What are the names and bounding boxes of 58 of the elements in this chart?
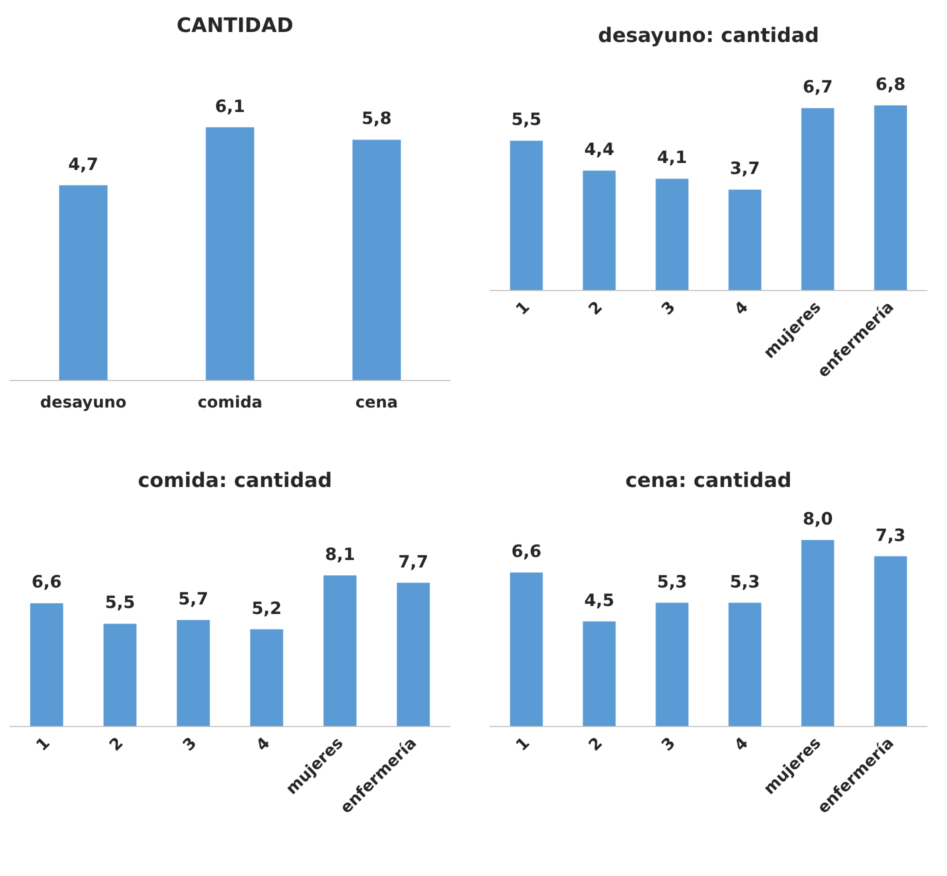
data-label: 5,7 <box>178 589 208 610</box>
x-tick-label: 3 <box>658 733 679 755</box>
data-label: 6,6 <box>32 572 62 593</box>
data-label: 6,6 <box>511 542 542 562</box>
data-label: 4,7 <box>68 154 98 175</box>
bar <box>104 624 136 726</box>
chart-title: comida: cantidad <box>138 468 332 492</box>
bar <box>176 620 210 726</box>
x-tick-label: 4 <box>252 733 274 755</box>
bar <box>656 178 688 290</box>
data-label: 5,5 <box>104 593 136 614</box>
bar <box>728 602 762 726</box>
bar <box>510 140 543 290</box>
data-label: 5,8 <box>362 109 392 130</box>
x-tick-label: 2 <box>584 297 606 319</box>
data-label: 6,7 <box>802 78 833 98</box>
bar <box>324 575 356 726</box>
chart-title: desayuno: cantidad <box>598 23 820 47</box>
bar <box>801 108 834 290</box>
bar <box>728 190 762 290</box>
bar <box>874 105 907 290</box>
x-tick-label: 1 <box>32 733 54 755</box>
data-label: 5,3 <box>657 572 688 592</box>
data-label: 8,0 <box>802 510 833 530</box>
data-label: 3,7 <box>730 159 760 180</box>
data-label: 5,2 <box>252 598 282 619</box>
bar <box>396 582 430 726</box>
data-label: 4,5 <box>584 590 614 611</box>
bar <box>30 603 64 726</box>
bar <box>801 540 834 726</box>
bar <box>510 572 543 726</box>
bar <box>582 170 616 290</box>
x-tick-label: 3 <box>658 297 679 319</box>
data-label: 6,8 <box>876 74 906 95</box>
data-label: 7,3 <box>876 526 906 546</box>
data-label: 7,7 <box>398 552 428 572</box>
x-tick-label: 2 <box>105 733 127 755</box>
data-label: 5,3 <box>730 572 760 592</box>
x-tick-label: 1 <box>512 297 534 319</box>
bar <box>656 602 688 726</box>
data-label: 8,1 <box>324 544 356 565</box>
x-tick-label: desayuno <box>40 392 127 412</box>
bar <box>582 621 616 726</box>
x-tick-label: comida <box>198 392 262 412</box>
x-tick-label: 2 <box>584 733 606 755</box>
chart-title: cena: cantidad <box>625 468 792 492</box>
x-tick-label: 3 <box>178 733 200 755</box>
x-tick-label: 1 <box>512 733 534 755</box>
data-label: 6,1 <box>214 96 246 117</box>
bar <box>874 556 907 726</box>
data-label: 4,1 <box>657 148 688 168</box>
data-label: 4,4 <box>584 140 614 160</box>
x-tick-label: 4 <box>730 733 752 755</box>
x-tick-label: cena <box>355 392 398 412</box>
data-label: 5,5 <box>511 110 542 130</box>
x-tick-label: 4 <box>730 297 752 319</box>
chart-title: CANTIDAD <box>176 13 294 37</box>
bar <box>250 629 284 726</box>
